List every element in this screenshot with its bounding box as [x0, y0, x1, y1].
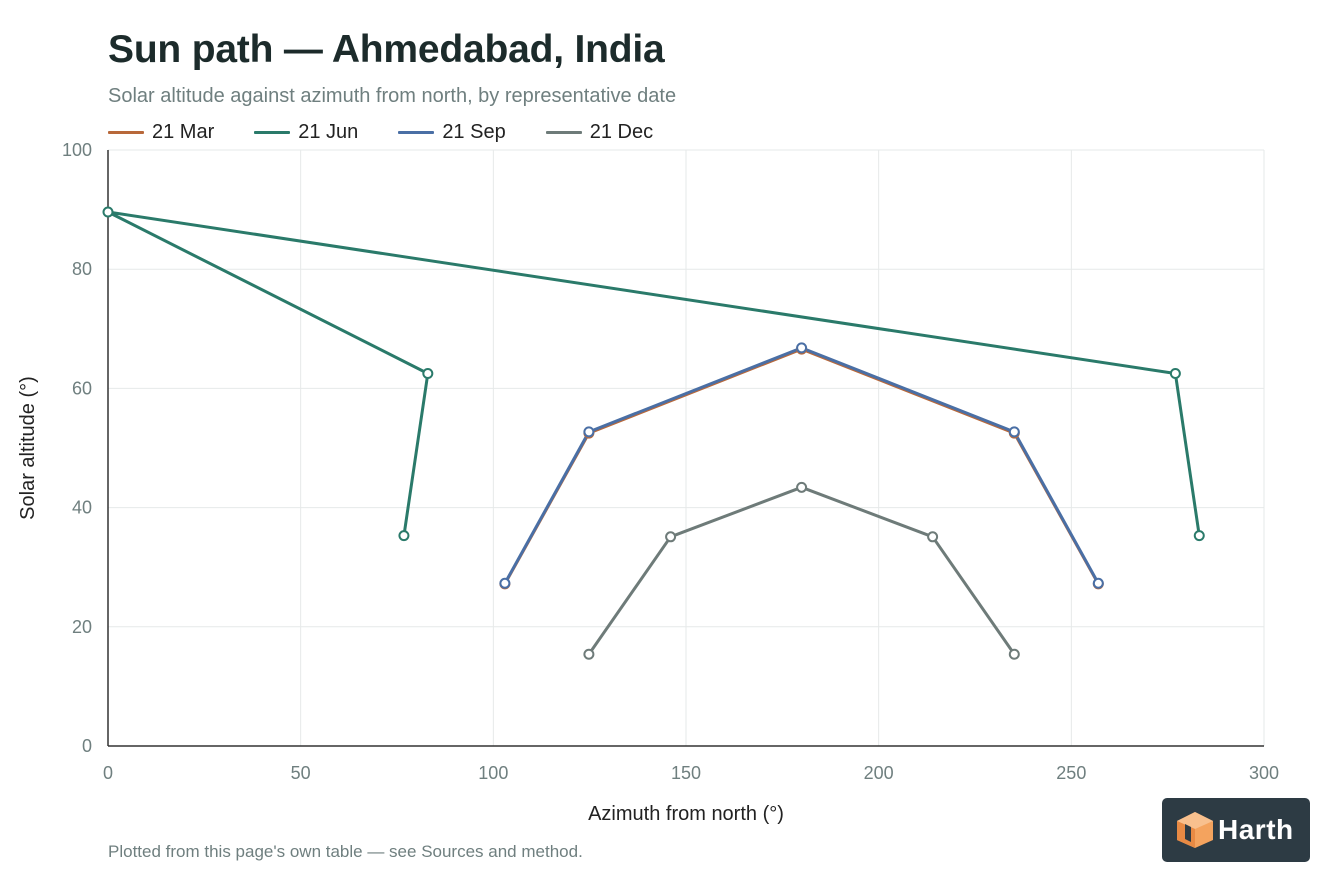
y-tick-label: 60: [72, 378, 92, 398]
legend-swatch-jun: [254, 130, 291, 134]
legend-label-sep: 21 Sep: [442, 120, 506, 143]
data-point-21-sep: [1092, 577, 1104, 589]
legend-item-sep[interactable]: 21 Sep: [398, 120, 506, 144]
data-point-21-dec: [583, 648, 595, 660]
x-tick-label: 300: [1249, 763, 1279, 783]
x-tick-label: 0: [103, 763, 113, 783]
chart-legend: 21 Mar 21 Jun 21 Sep 21 Dec: [108, 119, 693, 145]
x-tick-label: 100: [478, 763, 508, 783]
legend-label-jun: 21 Jun: [298, 120, 359, 143]
cube-icon: [1177, 812, 1213, 848]
chart-title: Sun path — Ahmedabad, India: [108, 28, 665, 71]
y-tick-label: 40: [72, 498, 92, 518]
data-point-21-jun: [1169, 368, 1181, 379]
legend-swatch-sep: [398, 130, 435, 134]
y-tick-label: 80: [72, 259, 92, 279]
legend-item-jun[interactable]: 21 Jun: [254, 121, 358, 144]
legend-swatch-dec: [545, 130, 582, 134]
data-point-21-dec: [1008, 648, 1020, 660]
data-point-21-jun: [1193, 530, 1205, 542]
x-tick-label: 250: [1056, 763, 1086, 783]
brand-name: Harth: [1218, 814, 1294, 845]
x-axis-label: Azimuth from north (°): [588, 803, 784, 825]
data-point-21-dec: [927, 531, 939, 543]
data-point-21-jun: [102, 206, 114, 218]
legend-label-mar: 21 Mar: [152, 120, 215, 143]
data-point-21-sep: [1008, 426, 1020, 438]
legend-item-mar[interactable]: 21 Mar: [108, 121, 214, 144]
x-tick-label: 200: [864, 763, 894, 783]
data-point-21-dec: [665, 531, 677, 543]
brand-logo[interactable]: Harth: [1162, 798, 1310, 862]
y-tick-label: 100: [62, 140, 92, 160]
data-point-21-sep: [796, 342, 808, 354]
legend-item-dec[interactable]: 21 Dec: [545, 120, 654, 144]
y-tick-label: 0: [82, 736, 92, 756]
series-line-21-sep: [503, 346, 1100, 585]
data-point-21-jun: [422, 368, 434, 379]
y-axis-label: Solar altitude (°): [17, 376, 39, 520]
series-line-21-mar: [503, 347, 1100, 586]
x-tick-label: 150: [671, 763, 701, 783]
data-point-21-sep: [499, 577, 511, 589]
x-tick-label: 50: [291, 763, 311, 783]
data-point-21-jun: [398, 530, 410, 542]
chart-subtitle: Solar altitude against azimuth from nort…: [108, 85, 677, 107]
legend-swatch-mar: [108, 130, 144, 134]
chart-footnote: Plotted from this page's own table — see…: [108, 842, 583, 861]
data-point-21-sep: [583, 426, 595, 438]
series-line-21-dec: [587, 485, 1016, 656]
data-point-21-dec: [796, 481, 808, 493]
series-line-21-jun: [106, 210, 1201, 538]
legend-label-dec: 21 Dec: [589, 120, 654, 143]
y-tick-label: 20: [72, 617, 92, 637]
